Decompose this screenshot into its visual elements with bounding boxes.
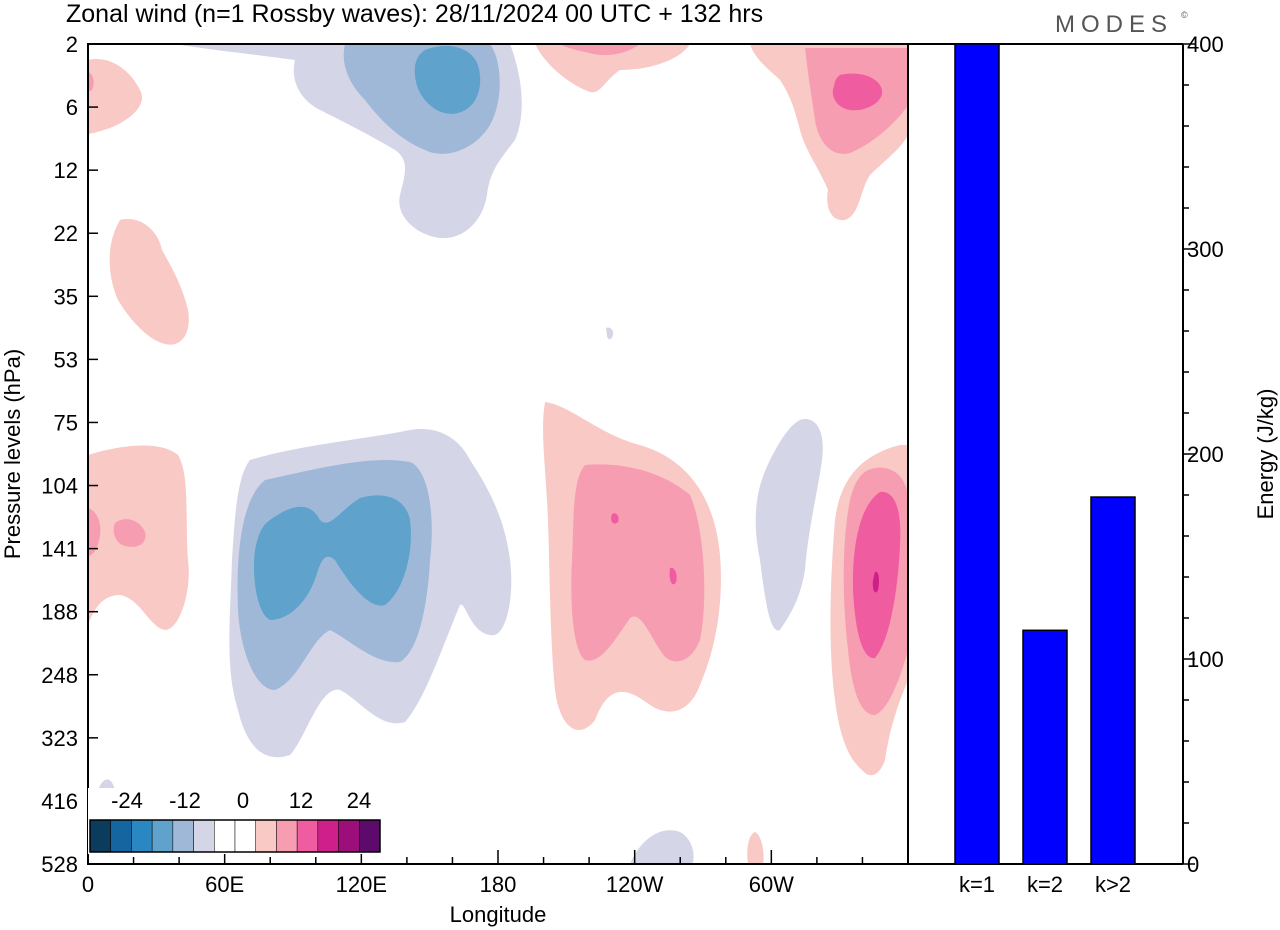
colorbar-swatch	[338, 819, 360, 853]
x-tick-label: 60W	[749, 872, 794, 897]
energy-tick-label: 0	[1187, 852, 1199, 877]
colorbar-swatch	[131, 819, 153, 853]
colorbar-swatch	[214, 819, 236, 853]
y-tick-label: 6	[66, 95, 78, 120]
modes-logo: MODES	[1055, 11, 1173, 38]
y-tick-label: 75	[54, 410, 78, 435]
colorbar-frame	[89, 819, 381, 853]
energy-bars	[954, 43, 1136, 865]
colorbar-swatch	[234, 819, 256, 853]
contour-positive-region	[560, 44, 640, 56]
colorbar: -24 -12 0 12 24	[88, 788, 382, 854]
colorbar-swatch	[172, 819, 194, 853]
y-tick-label: 416	[41, 789, 78, 814]
contour-negative-region	[606, 327, 614, 340]
colorbar-swatch	[276, 819, 298, 853]
y-tick-label: 323	[41, 726, 78, 751]
contour-positive-region	[113, 519, 146, 547]
y-tick-label: 188	[41, 600, 78, 625]
contour-positive-region	[832, 73, 883, 111]
contour-positive-region	[611, 513, 619, 524]
colorbar-tick-label: 0	[237, 788, 249, 813]
contour-negative-region	[253, 495, 411, 620]
colorbar-tick-label: 24	[347, 788, 371, 813]
colorbar-tick-label: -12	[169, 788, 201, 813]
energy-bar	[954, 43, 1000, 865]
x-tick-label: 60E	[205, 872, 244, 897]
bar-category-label: k=1	[959, 872, 995, 897]
wavenumber-axis: k=1 k=2 k>2	[959, 872, 1131, 897]
colorbar-tick-label: -24	[111, 788, 143, 813]
contour-negative-region	[414, 45, 481, 114]
energy-bar	[1090, 496, 1136, 865]
colorbar-swatch	[296, 819, 319, 853]
pressure-axis: 2 6 12 22 35 53 75 104 141 188 248 323 416 528	[41, 32, 98, 877]
y-tick-label: 53	[54, 347, 78, 372]
contour-positive-region	[669, 567, 677, 585]
y-tick-label: 12	[54, 158, 78, 183]
contour-positive-region	[109, 219, 189, 345]
y-tick-label: 2	[66, 32, 78, 57]
logo-mark: ©	[1181, 10, 1188, 20]
colorbar-swatch	[110, 819, 132, 853]
colorbar-swatch	[193, 819, 215, 853]
energy-bar-panel: k=1 k=2 k>2 0 100 200 300 400 Energy (J/kg)	[908, 32, 1278, 897]
y-tick-label: 141	[41, 537, 78, 562]
x-axis-label: Longitude	[450, 902, 547, 927]
y-tick-label: 22	[54, 221, 78, 246]
y-tick-label: 248	[41, 663, 78, 688]
contour-positive-region	[872, 571, 879, 593]
colorbar-swatch	[89, 819, 111, 853]
contour-panel: 2 6 12 22 35 53 75 104 141 188 248 323 416 528 0 60E 12…	[0, 32, 909, 927]
longitude-axis: 0 60E 120E 180 120W 60W	[82, 850, 909, 897]
x-tick-label: 0	[82, 872, 94, 897]
contour-positive-region	[88, 59, 142, 134]
energy-tick-label: 100	[1187, 647, 1224, 672]
y-tick-label: 104	[41, 474, 78, 499]
x-tick-label: 120E	[336, 872, 387, 897]
contour-positive-region	[747, 832, 764, 864]
bar-category-label: k=2	[1027, 872, 1063, 897]
y-tick-label: 35	[54, 284, 78, 309]
colorbar-swatch	[317, 819, 339, 853]
energy-axis-label: Energy (J/kg)	[1253, 389, 1278, 520]
chart-title: Zonal wind (n=1 Rossby waves): 28/11/202…	[66, 0, 763, 28]
x-tick-label: 180	[480, 872, 517, 897]
contour-positive-region	[535, 44, 690, 93]
y-axis-label: Pressure levels (hPa)	[0, 349, 25, 559]
colorbar-swatch	[151, 819, 174, 853]
contour-negative-region	[630, 830, 694, 864]
y-tick-label: 528	[41, 852, 78, 877]
energy-axis: 0 100 200 300 400	[1183, 32, 1224, 877]
x-tick-label: 120W	[606, 872, 664, 897]
contour-negative-region	[755, 419, 823, 631]
energy-tick-label: 400	[1187, 32, 1224, 57]
colorbar-swatch	[359, 819, 381, 853]
energy-tick-label: 200	[1187, 442, 1224, 467]
energy-bar	[1022, 629, 1068, 865]
colorbar-tick-label: 12	[289, 788, 313, 813]
contour-positive-region	[571, 464, 705, 662]
energy-tick-label: 300	[1187, 237, 1224, 262]
contour-positive-region	[88, 508, 101, 556]
contour-field	[88, 44, 908, 864]
bar-category-label: k>2	[1095, 872, 1131, 897]
colorbar-swatch	[255, 819, 277, 853]
contour-positive-region	[88, 72, 94, 92]
